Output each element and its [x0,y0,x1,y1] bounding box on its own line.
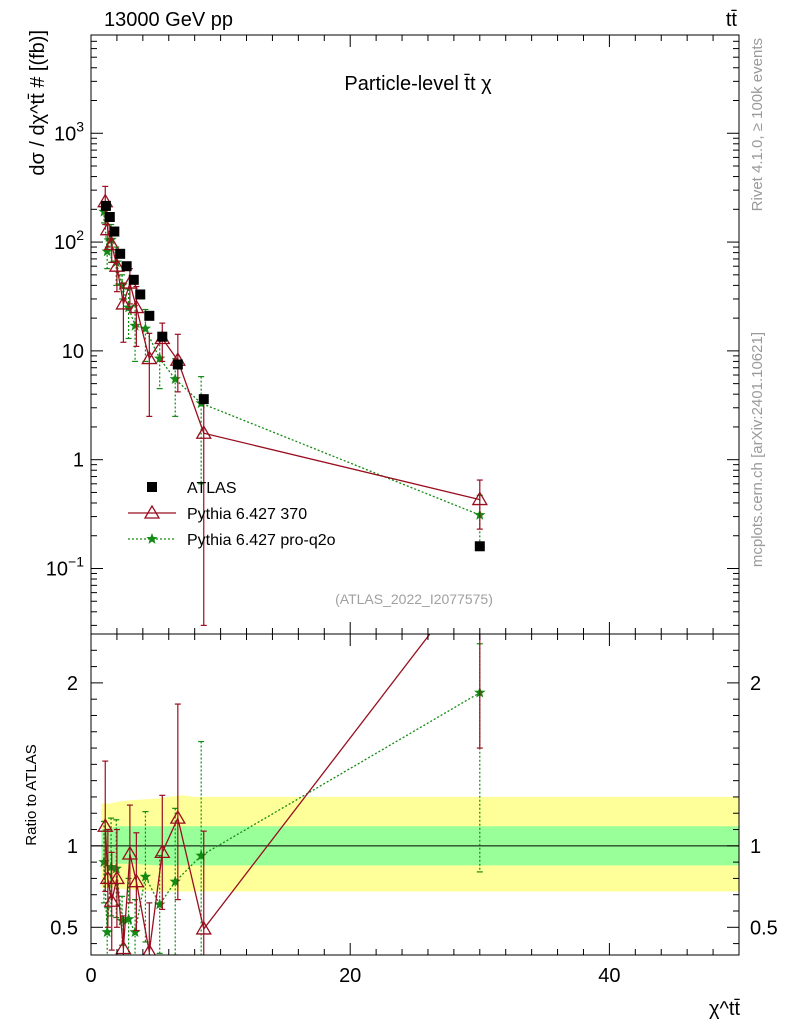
ratio-pythia_q2o-point [139,870,152,882]
header-left-label: 13000 GeV pp [104,9,233,31]
ratio-pythia370-point [195,920,212,935]
x-axis-title: χ^tt̄ [709,998,740,1020]
legend-atlas-label: ATLAS [187,480,237,497]
legend-pythia_q2o-label: Pythia 6.427 pro-q2o [187,532,336,549]
main-atlas-point [128,274,139,285]
ratio-pythia_q2o-point [195,849,207,861]
mcplots-source-label: mcplots.cern.ch [arXiv:2401.10621] [749,332,766,567]
legend-pythia370-label: Pythia 6.427 370 [187,506,307,523]
main-pythia370-point [115,295,132,310]
y-axis-title-main: dσ / dχ^tt̄ # [(fb)] [27,30,49,176]
main-pythia_q2o-point [129,319,141,331]
x-tick-label: 40 [598,965,620,987]
ratio-y-tick-label-left: 1 [67,836,78,858]
main-atlas-point [144,310,155,321]
ratio-pythia370-point [473,562,487,574]
ratio-pythia370-line [104,634,431,952]
main-pythia370-point [128,299,145,314]
legend-pythia370-marker [143,504,161,519]
main-y-tick-label: 10−1 [46,553,84,580]
main-pythia_q2o-point [116,279,128,291]
main-atlas-point [104,211,115,222]
ratio-y-tick-label-right: 1 [750,836,761,858]
ratio-pythia_q2o-point [98,856,110,867]
main-atlas-point [109,226,120,237]
ratio-y-tick-label-right: 0.5 [750,917,778,939]
main-pythia_q2o-point [101,245,113,257]
main-atlas-point [100,200,111,211]
main-atlas-point [135,289,146,300]
y-axis-title-ratio: Ratio to ATLAS [23,744,40,845]
main-pythia_q2o-line [103,211,481,516]
ratio-pythia_q2o-point [110,862,122,874]
main-pythia370-point [108,257,126,272]
main-pythia_q2o-point [139,322,152,334]
main-pythia370-line [104,201,480,501]
ratio-pythia370-point [97,817,114,832]
main-pythia370-point [471,491,488,506]
ratio-pythia370-point [121,845,139,860]
ratio-y-tick-label-left: 2 [67,673,78,695]
main-atlas-point [172,359,183,370]
ratio-pythia_q2o-point [105,861,117,872]
ratio-pythia_q2o-line [103,692,481,935]
main-atlas-point [198,394,209,405]
x-tick-label: 20 [339,965,361,987]
ratio-y-tick-label-left: 0.5 [50,917,78,939]
ratio-pythia370-point [115,940,132,955]
main-pythia370-point [195,424,212,439]
main-atlas-point [121,261,132,272]
ratio-pythia370-point [154,844,171,858]
rivet-version-label: Rivet 4.1.0, ≥ 100k events [749,38,766,211]
main-atlas-point [115,248,126,259]
ratio-pythia370-point [142,943,157,955]
reference-label: (ATLAS_2022_I2077575) [335,591,493,607]
main-pythia_q2o-point [154,352,166,364]
main-atlas-point [157,331,168,342]
header-right-label: tt̄ [726,9,738,31]
main-y-tick-label: 103 [54,118,84,145]
ratio-plot-frame [90,633,740,956]
ratio-pythia370-point [108,870,126,885]
main-pythia370-point [141,350,158,365]
main-pythia_q2o-point [169,373,181,384]
ratio-pythia_q2o-point [116,914,128,926]
ratio-plot-area: 0.5 0.51 12 20 20 40 Ratio to ATLAS χ^tt̄ [23,562,778,1020]
legend: ATLAS Pythia 6.427 370 Pythia 6.427 pro-q2… [128,480,336,549]
legend-atlas-marker [147,482,157,492]
main-pythia_q2o-point [98,205,110,217]
ratio-y-tick-label-right: 2 [750,673,761,695]
ratio-pythia_q2o-point [129,926,141,937]
x-tick-label: 0 [85,965,96,987]
ratio-pythia370-point [99,870,116,885]
main-pythia370-point [103,236,120,251]
legend-pythia_q2o-marker [146,533,158,544]
ratio-pythia_q2o-point [154,898,166,910]
ratio-pythia_q2o-point [169,875,181,887]
main-y-tick-label: 1 [73,450,84,472]
ratio-pythia_q2o-point [101,926,113,937]
ratio-pythia370-point [169,809,186,824]
main-atlas-point [474,541,485,552]
main-plot-title: Particle-level t̄t χ [344,73,492,95]
main-y-tick-label: 10 [62,341,84,363]
ratio-pythia370-point [103,892,120,907]
ratio-pythia370-point [128,873,145,888]
ratio-pythia_q2o-point [122,913,135,924]
main-y-tick-label: 102 [54,227,84,254]
